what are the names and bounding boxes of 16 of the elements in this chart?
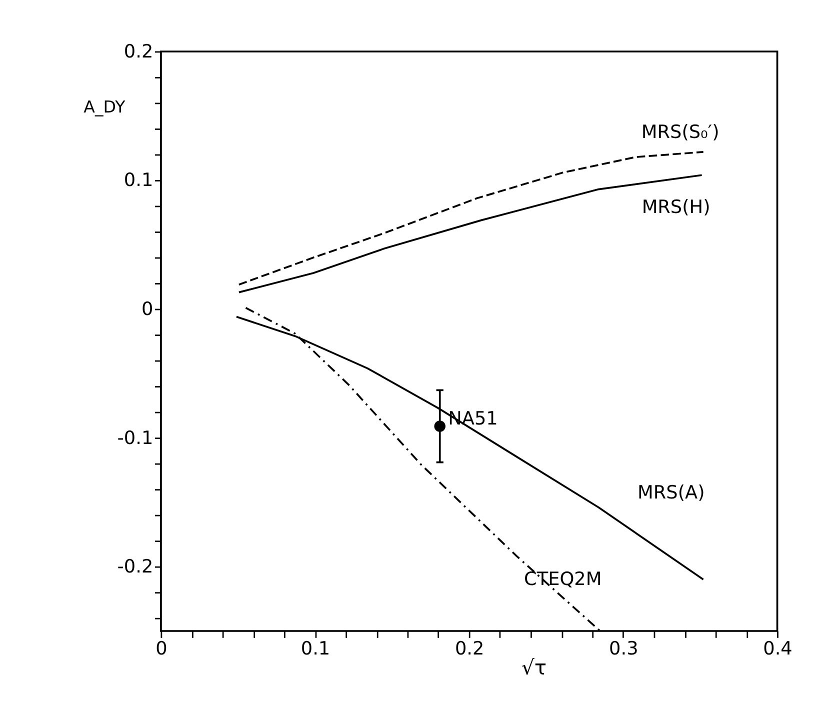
y-tick-label: 0.2: [124, 41, 154, 62]
series-label: MRS(H): [642, 196, 710, 218]
x-axis-title: √τ: [521, 656, 547, 680]
y-tick-label: -0.2: [117, 556, 154, 578]
y-tick-label: -0.1: [117, 428, 154, 449]
series-label: MRS(A): [638, 482, 705, 504]
y-tick-label: 0.1: [124, 170, 154, 192]
x-tick-label: 0.1: [300, 638, 330, 660]
x-tick-label: 0.4: [763, 638, 792, 660]
series-label: CTEQ2M: [524, 568, 602, 590]
y-tick-label: 0: [141, 299, 154, 320]
x-tick-label: 0.2: [454, 638, 484, 660]
x-tick-label: 0.3: [609, 638, 638, 660]
series-label: MRS(S₀′): [641, 122, 720, 144]
y-axis-title: A_DY: [84, 98, 126, 117]
x-tick-label: 0: [156, 638, 168, 660]
